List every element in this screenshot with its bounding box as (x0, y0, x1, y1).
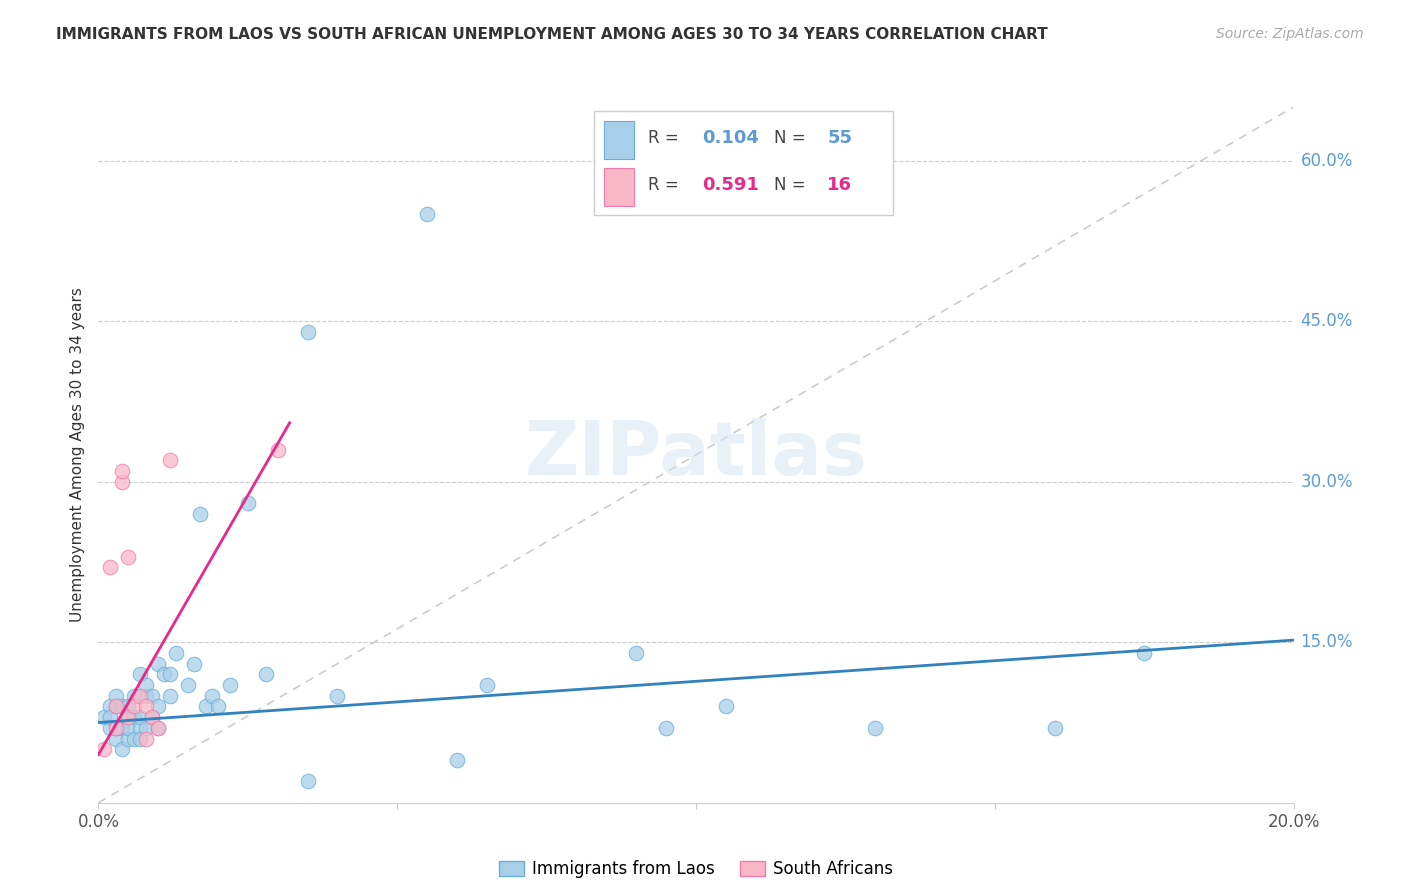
Point (98, 721, 122, 735)
Point (141, 689, 163, 703)
Point (865, 721, 887, 735)
Point (194, 699, 218, 714)
Point (98, 560, 122, 574)
Text: ZIPatlas: ZIPatlas (524, 418, 868, 491)
Text: N =: N = (773, 176, 810, 194)
Y-axis label: Unemployment Among Ages 30 to 34 years: Unemployment Among Ages 30 to 34 years (69, 287, 84, 623)
Text: 60.0%: 60.0% (1301, 152, 1353, 169)
Point (129, 710, 152, 724)
Point (1133, 646, 1156, 660)
Point (148, 657, 170, 671)
Point (117, 699, 139, 714)
Point (714, 699, 737, 714)
Point (98, 710, 122, 724)
Point (124, 731, 146, 746)
Point (297, 325, 319, 339)
Point (207, 699, 229, 714)
Point (124, 699, 146, 714)
Point (105, 699, 128, 714)
Text: 15.0%: 15.0% (1301, 633, 1353, 651)
Point (177, 678, 200, 692)
Point (624, 646, 647, 660)
Text: R =: R = (648, 176, 685, 194)
Point (111, 464, 134, 478)
Point (165, 646, 187, 660)
Point (201, 689, 224, 703)
Point (148, 721, 170, 735)
Text: IMMIGRANTS FROM LAOS VS SOUTH AFRICAN UNEMPLOYMENT AMONG AGES 30 TO 34 YEARS COR: IMMIGRANTS FROM LAOS VS SOUTH AFRICAN UN… (56, 27, 1047, 42)
Point (153, 667, 176, 681)
Legend: Immigrants from Laos, South Africans: Immigrants from Laos, South Africans (492, 854, 900, 885)
Point (124, 689, 146, 703)
Point (159, 453, 181, 467)
Point (148, 721, 170, 735)
Text: R =: R = (648, 129, 685, 147)
Point (111, 721, 134, 735)
Point (117, 721, 139, 735)
Point (475, 678, 498, 692)
Text: 0.104: 0.104 (702, 129, 759, 147)
Point (135, 699, 157, 714)
Point (254, 667, 277, 681)
Point (105, 721, 128, 735)
Point (98, 699, 122, 714)
Point (1043, 721, 1066, 735)
Point (135, 678, 157, 692)
Point (117, 549, 139, 564)
Point (111, 475, 134, 489)
Point (141, 710, 163, 724)
Point (111, 742, 134, 756)
Text: 45.0%: 45.0% (1301, 312, 1353, 330)
Point (188, 507, 211, 521)
Point (105, 731, 128, 746)
Point (655, 721, 678, 735)
Text: 0.591: 0.591 (702, 176, 759, 194)
Point (159, 667, 181, 681)
Point (105, 689, 128, 703)
Point (141, 710, 163, 724)
Point (148, 699, 170, 714)
Point (129, 721, 152, 735)
Point (93, 742, 115, 756)
Point (129, 731, 152, 746)
Point (135, 689, 157, 703)
Point (135, 721, 157, 735)
Point (159, 689, 181, 703)
Point (135, 731, 157, 746)
Point (326, 689, 349, 703)
Point (124, 710, 146, 724)
Point (93, 710, 115, 724)
Point (117, 710, 139, 724)
Point (129, 689, 152, 703)
Point (111, 699, 134, 714)
Point (117, 731, 139, 746)
Text: 30.0%: 30.0% (1301, 473, 1353, 491)
Point (105, 721, 128, 735)
Text: N =: N = (773, 129, 810, 147)
Text: 55: 55 (827, 129, 852, 147)
Text: 16: 16 (827, 176, 852, 194)
Point (129, 667, 152, 681)
Point (117, 710, 139, 724)
Point (297, 774, 319, 789)
Point (416, 207, 439, 221)
Point (236, 496, 259, 510)
Point (267, 442, 290, 457)
Point (105, 699, 128, 714)
Text: Source: ZipAtlas.com: Source: ZipAtlas.com (1216, 27, 1364, 41)
Point (183, 657, 205, 671)
Point (446, 753, 468, 767)
Point (219, 678, 242, 692)
